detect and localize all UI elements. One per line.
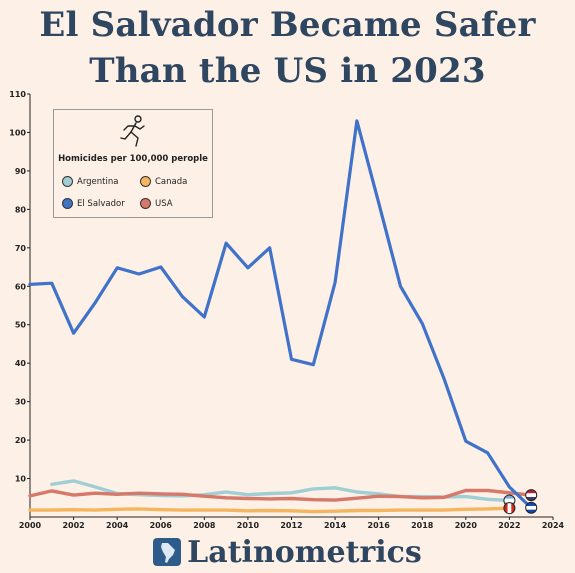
end-marker-usa bbox=[525, 489, 538, 502]
y-tick-label: 100 bbox=[9, 128, 26, 137]
y-tick-label: 80 bbox=[15, 205, 27, 214]
x-tick-label: 2006 bbox=[150, 521, 173, 530]
y-tick-label: 50 bbox=[15, 321, 27, 330]
latin-america-map-icon bbox=[153, 538, 182, 566]
legend-item-usa: USA bbox=[140, 198, 173, 209]
legend-swatch-argentina bbox=[62, 176, 73, 187]
brand-footer: Latinometrics bbox=[0, 534, 575, 570]
chart-lines bbox=[28, 119, 533, 514]
x-tick-label: 2024 bbox=[542, 521, 565, 530]
legend-label-argentina: Argentina bbox=[77, 176, 119, 187]
y-tick-label: 20 bbox=[15, 436, 27, 445]
legend-swatch-usa bbox=[140, 198, 151, 209]
x-tick-label: 2012 bbox=[280, 521, 302, 530]
title-line-2: Than the US in 2023 bbox=[89, 51, 486, 91]
x-tick-label: 2000 bbox=[19, 521, 42, 530]
legend-swatch-canada bbox=[140, 176, 151, 187]
y-tick-label: 40 bbox=[15, 359, 27, 368]
legend-item-el-salvador: El Salvador bbox=[62, 198, 125, 209]
legend-title: Homicides per 100,000 perople bbox=[58, 154, 208, 164]
y-tick-label: 60 bbox=[15, 282, 27, 291]
y-tick-label: 30 bbox=[15, 398, 27, 407]
legend-item-canada: Canada bbox=[140, 176, 187, 187]
x-tick-label: 2020 bbox=[455, 521, 478, 530]
chart-axes: 10 20 30 40 50 60 70 80 90 100 110 2000 2002 2004 2006… bbox=[9, 90, 564, 530]
x-tick-label: 2004 bbox=[106, 521, 129, 530]
x-tick-label: 2008 bbox=[193, 521, 216, 530]
x-tick-label: 2014 bbox=[324, 521, 347, 530]
running-figure-icon bbox=[120, 115, 145, 147]
y-tick-label: 90 bbox=[15, 167, 27, 176]
series-line-usa bbox=[28, 488, 533, 502]
x-tick-label: 2010 bbox=[237, 521, 260, 530]
legend-label-usa: USA bbox=[155, 198, 173, 209]
chart-end-markers bbox=[503, 489, 538, 515]
series-line-canada bbox=[28, 506, 512, 514]
x-tick-label: 2002 bbox=[62, 521, 84, 530]
end-marker-el-salvador bbox=[525, 501, 538, 514]
y-tick-label: 10 bbox=[15, 475, 27, 484]
legend-label-el-salvador: El Salvador bbox=[77, 198, 125, 209]
legend-swatch-el-salvador bbox=[62, 198, 73, 209]
legend-item-argentina: Argentina bbox=[62, 176, 118, 187]
chart-title: El Salvador Became Safer Than the US in … bbox=[0, 2, 575, 94]
x-tick-label: 2022 bbox=[498, 521, 520, 530]
brand-name: Latinometrics bbox=[187, 534, 422, 570]
series-line-el-salvador bbox=[28, 119, 533, 510]
y-tick-label: 70 bbox=[15, 244, 27, 253]
title-line-1: El Salvador Became Safer bbox=[39, 5, 536, 45]
x-tick-label: 2018 bbox=[411, 521, 434, 530]
x-tick-label: 2016 bbox=[368, 521, 391, 530]
legend-label-canada: Canada bbox=[155, 176, 188, 187]
y-tick-label: 110 bbox=[9, 90, 26, 99]
end-marker-canada bbox=[503, 502, 516, 515]
chart-legend: Homicides per 100,000 perople Argentina … bbox=[53, 109, 213, 218]
